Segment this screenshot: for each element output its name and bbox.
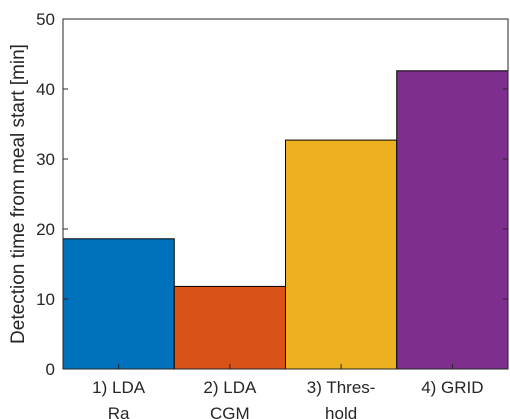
bar-4	[396, 70, 509, 370]
y-tick-label: 40	[36, 80, 55, 99]
bar-2	[173, 285, 286, 370]
y-tick-label: 50	[36, 10, 55, 29]
x-tick-label: 4) GRID	[421, 378, 483, 397]
bar-1	[62, 238, 175, 370]
y-ticks-group: 0 10 20 30 40 50	[36, 10, 508, 379]
bar-3	[285, 139, 398, 370]
y-tick-label: 30	[36, 150, 55, 169]
x-ticks-group: 1) LDA Ra 2) LDA CGM 3) Thres-hold 4) GRID	[92, 364, 484, 419]
bars-group	[62, 70, 509, 370]
y-tick-label: 0	[46, 360, 55, 379]
axes-group	[62, 18, 509, 370]
y-tick-label: 20	[36, 220, 55, 239]
y-tick-label: 10	[36, 290, 55, 309]
x-tick-label: 2) LDA CGM	[203, 378, 257, 419]
y-axis-label: Detection time from meal start [min]	[8, 44, 29, 344]
x-tick-label: 3) Thres-hold	[307, 378, 376, 419]
axes-box	[62, 18, 509, 370]
x-tick-label: 1) LDA Ra	[92, 378, 146, 419]
